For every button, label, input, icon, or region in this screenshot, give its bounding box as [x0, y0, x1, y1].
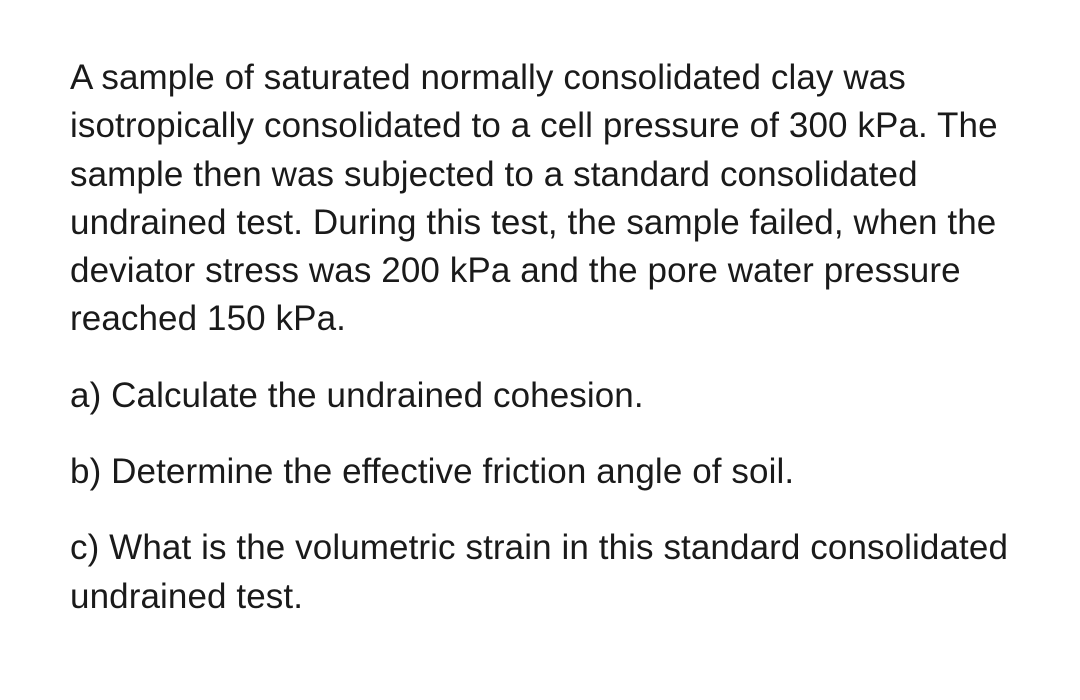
part-b: b) Determine the effective friction angl… [70, 448, 1010, 496]
part-c: c) What is the volumetric strain in this… [70, 524, 1010, 621]
question-page: A sample of saturated normally consolida… [0, 0, 1080, 661]
problem-statement: A sample of saturated normally consolida… [70, 54, 1010, 344]
part-a: a) Calculate the undrained cohesion. [70, 372, 1010, 420]
